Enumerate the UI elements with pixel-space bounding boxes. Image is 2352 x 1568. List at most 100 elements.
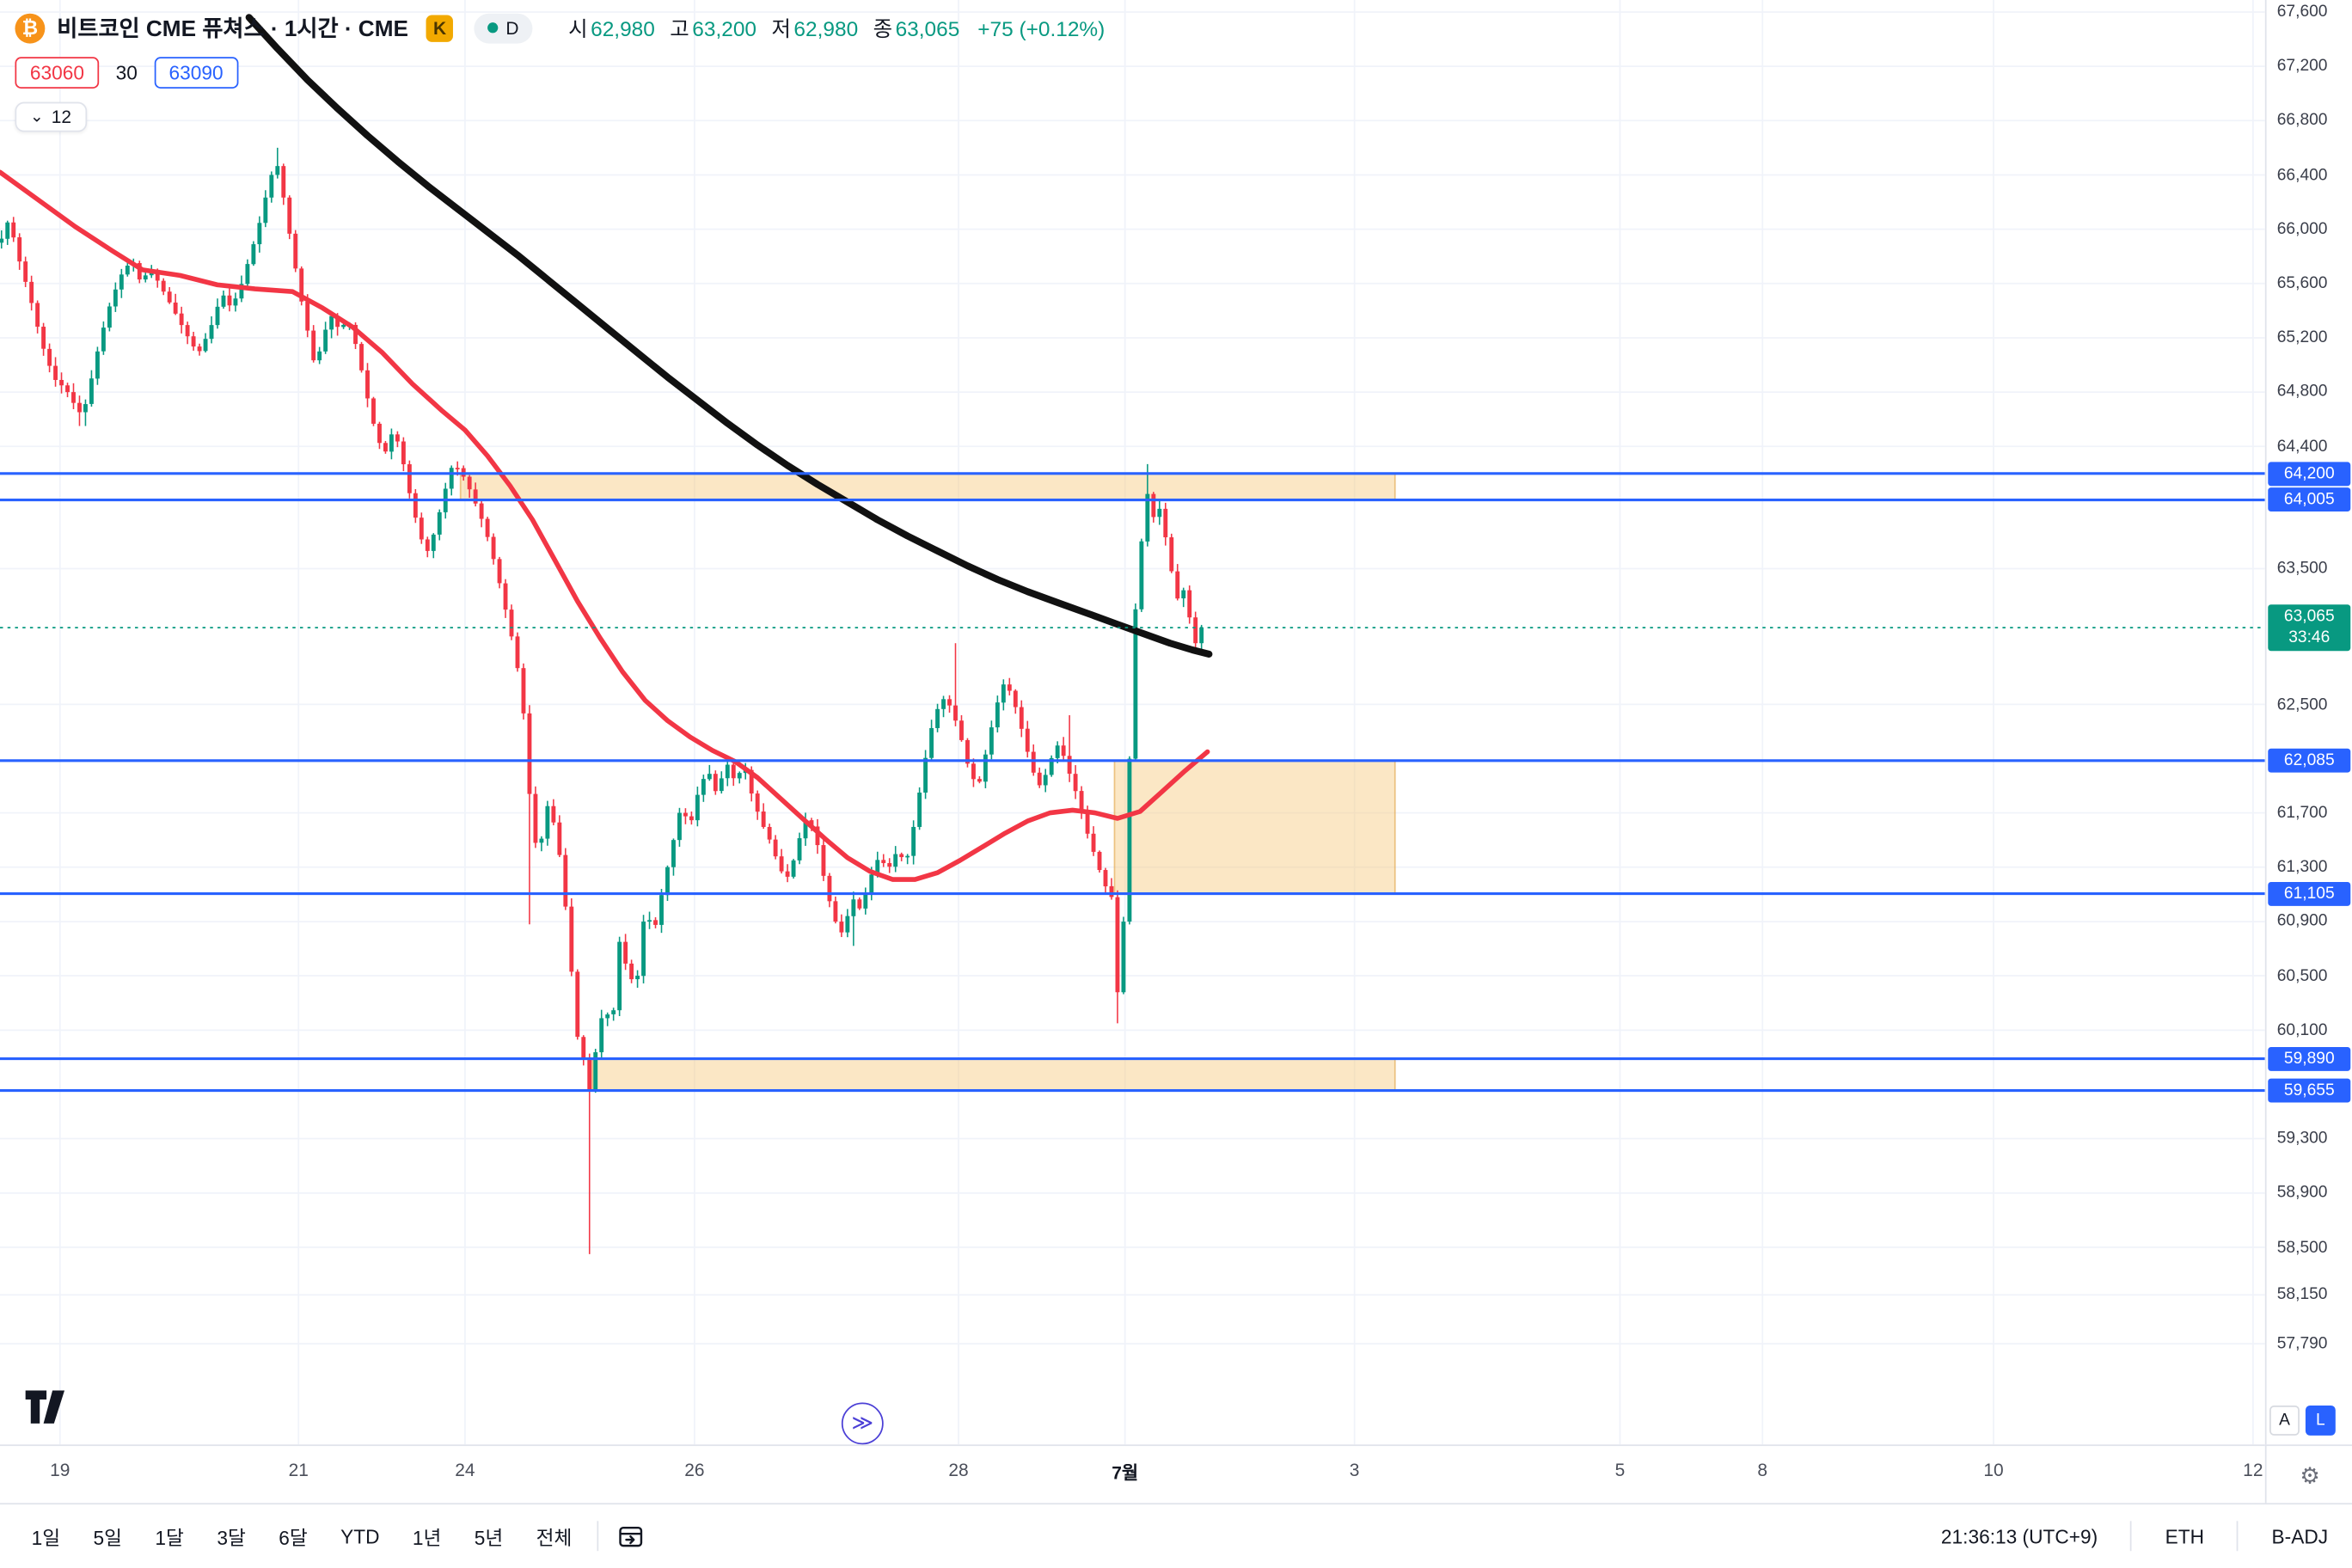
toolbar-divider — [597, 1521, 599, 1552]
chart-legend: ₿ 비트코인 CME 퓨쳐스 · 1시간 · CME K D 시 62,980 고… — [15, 12, 1105, 132]
supply-demand-zone — [1113, 759, 1396, 895]
low-value: 62,980 — [793, 15, 859, 40]
time-axis-label: 21 — [288, 1459, 309, 1481]
time-axis-label: 5 — [1614, 1459, 1626, 1481]
ohlc-readout: 시 62,980 고 63,200 저 62,980 종 63,065 +75 (+0.… — [568, 13, 1105, 43]
range-button-2[interactable]: 1달 — [144, 1516, 194, 1556]
price-tick-label: 61,700 — [2276, 804, 2328, 823]
price-tick-label: 60,100 — [2276, 1020, 2328, 1039]
provider-k-icon: K — [426, 14, 454, 41]
toolbar-divider — [2237, 1521, 2239, 1552]
close-value: 63,065 — [895, 15, 960, 40]
range-button-5[interactable]: YTD — [330, 1519, 390, 1553]
supply-demand-zones[interactable] — [459, 472, 1396, 1092]
axis-settings-corner: ⚙ — [2264, 1444, 2352, 1505]
time-axis-label: 28 — [948, 1459, 969, 1481]
bottom-toolbar: 1일 5일 1달 3달 6달 YTD 1년 5년 전체 21:36:13 (UTC+9) ETH… — [0, 1503, 2352, 1568]
range-button-7[interactable]: 5년 — [464, 1516, 514, 1556]
range-button-3[interactable]: 3달 — [206, 1516, 256, 1556]
market-status-dot — [487, 22, 499, 34]
level-price-label: 64,200 — [2268, 461, 2351, 486]
price-tick-label: 62,500 — [2276, 695, 2328, 714]
date-range-switcher: 1일 5일 1달 3달 6달 YTD 1년 5년 전체 — [21, 1516, 582, 1556]
price-tick-label: 64,800 — [2276, 383, 2328, 401]
open-label: 시 — [568, 15, 588, 40]
high-label: 고 — [670, 15, 689, 40]
time-axis-label: 24 — [455, 1459, 475, 1481]
tradingview-logo[interactable] — [24, 1389, 75, 1433]
price-tick-label: 67,600 — [2276, 3, 2328, 21]
price-chart-canvas[interactable] — [0, 0, 2265, 1445]
log-scale-button[interactable]: L — [2305, 1405, 2336, 1436]
price-tick-label: 65,200 — [2276, 328, 2328, 347]
price-tick-label: 67,200 — [2276, 57, 2328, 76]
symbol-title[interactable]: 비트코인 CME 퓨쳐스 · 1시간 · CME — [57, 16, 408, 42]
level-price-label: 62,085 — [2268, 748, 2351, 773]
chevron-down-icon: ⌄ — [29, 107, 44, 126]
time-axis-label: 19 — [50, 1459, 70, 1481]
range-button-1[interactable]: 5일 — [83, 1516, 132, 1556]
session-toggle-eth[interactable]: ETH — [2165, 1524, 2205, 1547]
buy-order-price-button[interactable]: 63090 — [154, 57, 239, 89]
level-price-label: 59,890 — [2268, 1046, 2351, 1071]
level-price-label: 61,105 — [2268, 881, 2351, 906]
supply-demand-zone — [459, 472, 1396, 501]
go-to-date-icon — [619, 1526, 643, 1547]
change-value: +75 (+0.12%) — [977, 15, 1106, 40]
candles — [0, 147, 1204, 1254]
price-tick-label: 64,400 — [2276, 437, 2328, 456]
last-price-label: 63,065 33:46 — [2268, 604, 2351, 652]
order-quantity[interactable]: 30 — [115, 61, 138, 84]
price-tick-label: 59,300 — [2276, 1130, 2328, 1148]
price-tick-label: 66,800 — [2276, 111, 2328, 130]
range-button-0[interactable]: 1일 — [21, 1516, 70, 1556]
chart-area[interactable]: ₿ 비트코인 CME 퓨쳐스 · 1시간 · CME K D 시 62,980 고… — [0, 0, 2265, 1445]
time-axis[interactable]: 19 21 24 26 28 7월 3 5 8 10 12 — [0, 1444, 2265, 1505]
price-tick-label: 60,500 — [2276, 966, 2328, 985]
time-axis-label: 12 — [2243, 1459, 2263, 1481]
high-value: 63,200 — [692, 15, 757, 40]
last-price-value: 63,065 — [2283, 608, 2335, 627]
double-arrow-right-icon: ≫ — [851, 1411, 874, 1436]
time-axis-label: 10 — [1983, 1459, 2004, 1481]
open-value: 62,980 — [591, 15, 655, 40]
supply-demand-zone — [591, 1057, 1396, 1092]
go-to-date-button[interactable] — [614, 1519, 648, 1553]
gear-icon[interactable]: ⚙ — [2300, 1461, 2320, 1489]
drawings-count: 12 — [51, 106, 72, 128]
price-tick-label: 66,400 — [2276, 165, 2328, 184]
range-button-6[interactable]: 1년 — [402, 1516, 452, 1556]
ma-slow-line[interactable] — [245, 14, 1213, 658]
ma-fast-line[interactable] — [0, 169, 1210, 882]
price-tick-label: 57,790 — [2276, 1334, 2328, 1353]
market-status-badge[interactable]: D — [474, 12, 533, 43]
sell-order-price-button[interactable]: 63060 — [15, 57, 100, 89]
price-axis[interactable]: 67,600 67,200 66,800 66,400 66,000 65,600 65,2… — [2264, 0, 2352, 1445]
price-tick-label: 60,900 — [2276, 912, 2328, 931]
price-tick-label: 58,900 — [2276, 1184, 2328, 1203]
time-axis-label: 7월 — [1112, 1462, 1139, 1484]
toolbar-divider — [2130, 1521, 2133, 1552]
scroll-to-realtime-button[interactable]: ≫ — [841, 1402, 884, 1445]
bar-countdown: 33:46 — [2288, 628, 2331, 647]
auto-scale-button[interactable]: A — [2269, 1405, 2300, 1436]
price-tick-label: 66,000 — [2276, 220, 2328, 239]
market-status-letter: D — [505, 17, 519, 39]
price-tick-label: 61,300 — [2276, 858, 2328, 877]
price-tick-label: 63,500 — [2276, 559, 2328, 578]
time-axis-label: 3 — [1349, 1459, 1360, 1481]
low-label: 저 — [771, 15, 791, 40]
drawings-collapse-button[interactable]: ⌄ 12 — [15, 101, 87, 132]
close-label: 종 — [873, 15, 893, 40]
time-axis-label: 8 — [1757, 1459, 1768, 1481]
range-button-4[interactable]: 6달 — [268, 1516, 318, 1556]
adjustment-toggle-badj[interactable]: B-ADJ — [2271, 1524, 2329, 1547]
clock-display[interactable]: 21:36:13 (UTC+9) — [1940, 1524, 2098, 1547]
range-button-8[interactable]: 전체 — [525, 1516, 582, 1556]
price-tick-label: 58,500 — [2276, 1238, 2328, 1257]
level-price-label: 59,655 — [2268, 1078, 2351, 1103]
level-price-label: 64,005 — [2268, 487, 2351, 512]
bitcoin-icon: ₿ — [15, 12, 46, 43]
gridlines — [0, 0, 2265, 1445]
